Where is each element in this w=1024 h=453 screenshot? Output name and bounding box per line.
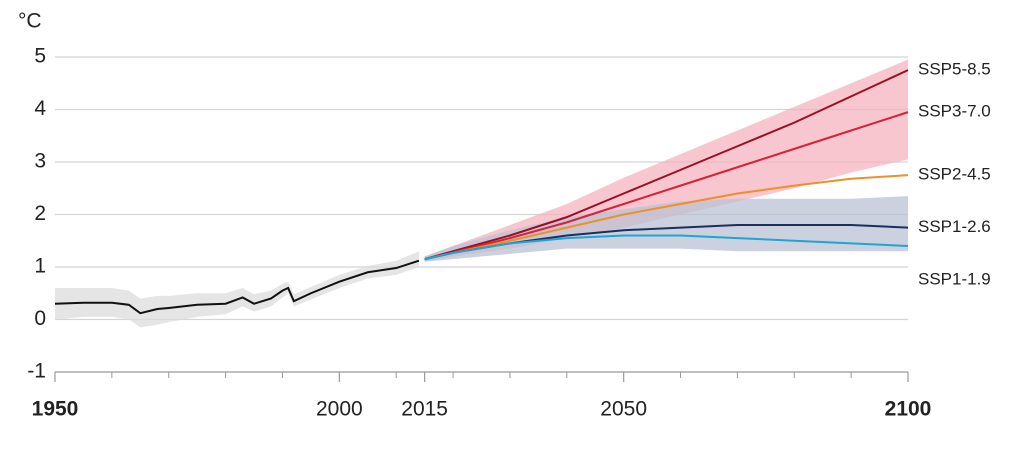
x-tick-label: 1950 xyxy=(32,398,79,421)
y-tick-label: 0 xyxy=(34,307,46,330)
series-label: SSP1-1.9 xyxy=(918,269,991,288)
series-label: SSP1-2.6 xyxy=(918,217,991,236)
series-label: SSP5-8.5 xyxy=(918,60,991,79)
range-band xyxy=(55,251,419,328)
range-band xyxy=(424,59,908,262)
y-tick-label: 1 xyxy=(34,255,46,278)
line xyxy=(424,111,909,261)
line xyxy=(424,234,909,261)
y-tick-label: 4 xyxy=(34,97,46,120)
series-label: SSP3-7.0 xyxy=(918,102,991,121)
line xyxy=(424,69,909,261)
y-tick-label: 3 xyxy=(34,150,46,173)
series-label: SSP2-4.5 xyxy=(918,165,991,184)
x-tick-label: 2100 xyxy=(885,398,932,421)
line xyxy=(54,259,420,315)
x-tick-label: 2050 xyxy=(600,398,647,421)
y-tick-label: 5 xyxy=(34,45,46,68)
y-tick-label: -1 xyxy=(27,360,46,383)
y-axis-label: °C xyxy=(18,10,42,33)
y-tick-label: 2 xyxy=(34,202,46,225)
x-tick-label: 2000 xyxy=(316,398,363,421)
line xyxy=(424,174,909,261)
x-tick-label: 2015 xyxy=(401,398,448,421)
